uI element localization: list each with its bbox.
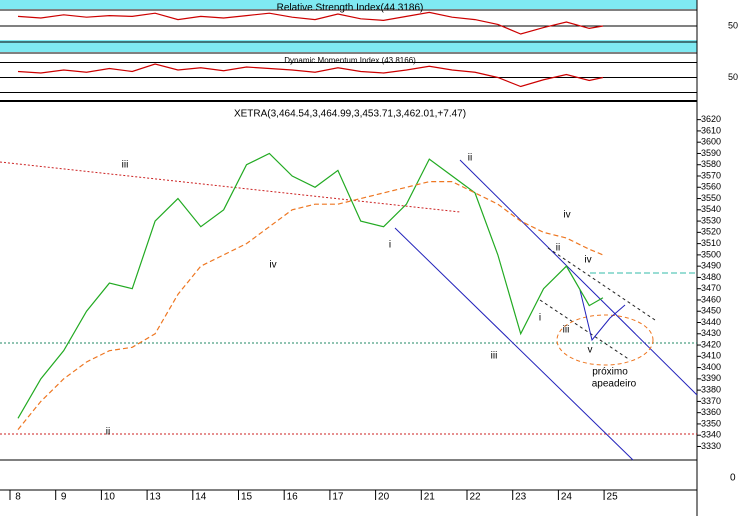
annotation: i [539,313,541,324]
x-tick-label: 25 [607,492,619,503]
x-tick-label: 9 [61,492,67,503]
annotation: v [588,345,593,356]
y-tick-label: 3400 [701,362,721,372]
y-tick-label: 50 [728,72,738,82]
annotation: iv [563,210,570,221]
y-tick-label: 3500 [701,249,721,259]
y-tick-label: 3430 [701,328,721,338]
y-tick-label: 3450 [701,306,721,316]
annotation: iv [269,260,276,271]
annotation: ii [556,243,560,254]
rsi-band [0,0,697,9]
y-tick-label: 3420 [701,339,721,349]
x-tick-label: 16 [287,492,299,503]
y-tick-label: 3550 [701,193,721,203]
y-tick-label: 3520 [701,227,721,237]
y-tick-label: 3370 [701,396,721,406]
y-tick-label: 3380 [701,385,721,395]
series-line [17,152,604,419]
y-tick-label: 3330 [701,441,721,451]
x-tick-label: 14 [195,492,207,503]
chart-title: Dynamic Momentum Index (43.8166) [284,56,416,65]
y-tick-label: 3440 [701,317,721,327]
y-tick-label: 3480 [701,272,721,282]
y-tick-label: 3490 [701,261,721,271]
y-tick-label: 3360 [701,407,721,417]
y-tick-label: 3570 [701,170,721,180]
annotation: iv [584,255,591,266]
x-tick-label: 22 [469,492,481,503]
x-tick-label: 10 [104,492,116,503]
annotation: ii [468,153,472,164]
y-tick-label: 3560 [701,182,721,192]
series-line [17,63,604,88]
y-tick-label: 50 [728,20,738,30]
y-tick-label: 3410 [701,351,721,361]
y-tick-label: 3350 [701,418,721,428]
x-tick-label: 21 [424,492,436,503]
y-tick-label: 0 [730,473,736,484]
x-tick-label: 20 [378,492,390,503]
trendlines [0,159,698,461]
y-tick-label: 3540 [701,204,721,214]
x-tick-label: 13 [150,492,162,503]
y-tick-label: 3530 [701,215,721,225]
annotation: iii [491,351,498,362]
y-tick-label: 3460 [701,294,721,304]
annotation: iii [563,325,570,336]
chart-title: XETRA(3,464.54,3,464.99,3,453.71,3,462.0… [234,109,466,120]
y-tick-label: 3510 [701,238,721,248]
annotation: iii [122,160,129,171]
x-tick-label: 15 [241,492,253,503]
y-tick-label: 3600 [701,137,721,147]
y-tick-label: 3390 [701,373,721,383]
x-tick-label: 8 [15,492,21,503]
y-tick-label: 3610 [701,125,721,135]
y-tick-label: 3590 [701,148,721,158]
y-tick-label: 3620 [701,114,721,124]
annotation: apeadeiro [592,379,637,390]
x-tick-label: 17 [332,492,344,503]
x-tick-label: 24 [561,492,573,503]
annotation: ii [106,427,110,438]
series-line [17,11,604,35]
series-line [17,181,604,430]
y-tick-label: 3470 [701,283,721,293]
rsi-band [0,40,697,52]
x-tick-label: 23 [515,492,527,503]
annotation: i [389,240,391,251]
y-tick-label: 3340 [701,430,721,440]
y-tick-label: 3580 [701,159,721,169]
chart-title: Relative Strength Index(44.3186) [277,3,424,14]
annotation: próximo [592,367,628,378]
